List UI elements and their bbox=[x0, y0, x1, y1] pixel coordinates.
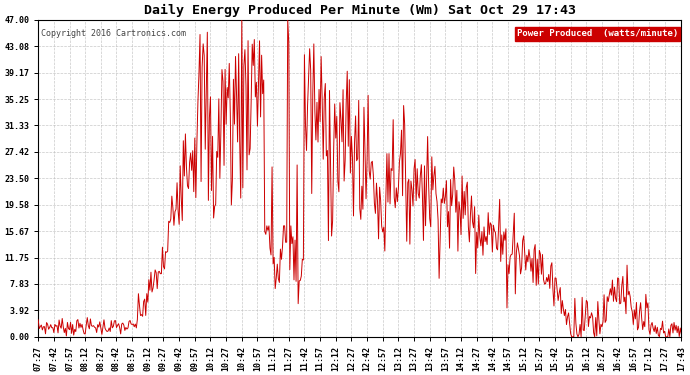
Text: Copyright 2016 Cartronics.com: Copyright 2016 Cartronics.com bbox=[41, 29, 186, 38]
Text: Power Produced  (watts/minute): Power Produced (watts/minute) bbox=[517, 29, 678, 38]
Title: Daily Energy Produced Per Minute (Wm) Sat Oct 29 17:43: Daily Energy Produced Per Minute (Wm) Sa… bbox=[144, 4, 575, 17]
